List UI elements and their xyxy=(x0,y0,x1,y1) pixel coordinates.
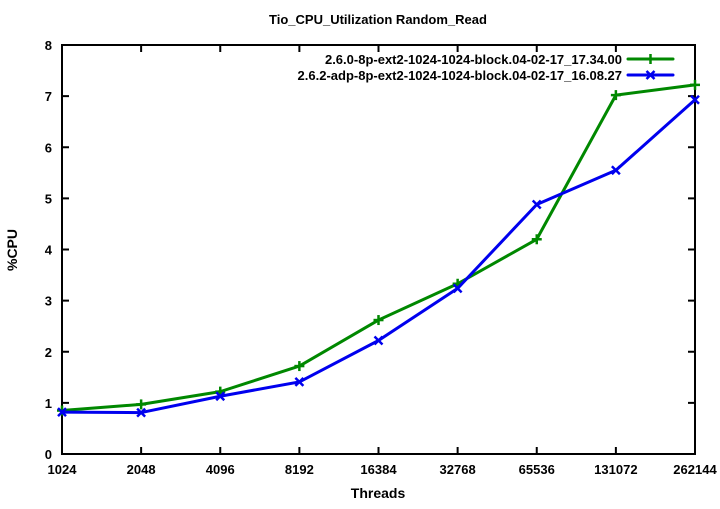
y-tick-label: 2 xyxy=(45,345,52,360)
series-line xyxy=(60,98,697,415)
x-tick-label: 16384 xyxy=(360,462,397,477)
data-point-marker xyxy=(452,283,463,294)
y-axis-label: %CPU xyxy=(4,229,20,271)
data-point-marker xyxy=(57,407,67,417)
chart-title: Tio_CPU_Utilization Random_Read xyxy=(269,12,487,27)
legend-label-series-1: 2.6.0-8p-ext2-1024-1024-block.04-02-17_1… xyxy=(325,52,622,67)
data-point-marker xyxy=(610,165,621,176)
x-tick-label: 1024 xyxy=(48,462,78,477)
plot-border xyxy=(61,44,696,455)
data-point-marker xyxy=(215,391,226,402)
y-tick-label: 0 xyxy=(45,447,52,462)
x-tick-label: 131072 xyxy=(594,462,637,477)
data-point-marker xyxy=(690,94,700,105)
y-tick-label: 4 xyxy=(45,243,53,258)
axis-ticks: 1024 2048 4096 8192 16384 32768 65536 131072 262… xyxy=(45,38,718,477)
y-tick-label: 5 xyxy=(45,191,52,206)
legend-sample-lines xyxy=(626,54,675,80)
data-point-marker xyxy=(645,70,656,80)
x-tick-label: 8192 xyxy=(285,462,314,477)
y-tick-label: 1 xyxy=(45,396,52,411)
legend-label-series-2: 2.6.2-adp-8p-ext2-1024-1024-block.04-02-… xyxy=(298,68,622,83)
y-tick-label: 3 xyxy=(45,294,52,309)
x-tick-label: 65536 xyxy=(519,462,555,477)
series-line xyxy=(60,83,697,413)
x-tick-label: 4096 xyxy=(206,462,235,477)
data-point-marker xyxy=(373,335,384,346)
x-tick-label: 2048 xyxy=(127,462,156,477)
x-axis-label: Threads xyxy=(351,485,406,501)
x-tick-label: 262144 xyxy=(673,462,717,477)
y-tick-label: 8 xyxy=(45,38,52,53)
series-lines xyxy=(57,79,700,418)
legend: 2.6.0-8p-ext2-1024-1024-block.04-02-17_1… xyxy=(298,52,675,83)
data-point-marker xyxy=(531,199,542,210)
y-tick-label: 7 xyxy=(45,89,52,104)
y-tick-label: 6 xyxy=(45,140,52,155)
data-point-marker xyxy=(136,407,147,418)
data-point-marker xyxy=(294,377,305,387)
x-tick-label: 32768 xyxy=(440,462,476,477)
